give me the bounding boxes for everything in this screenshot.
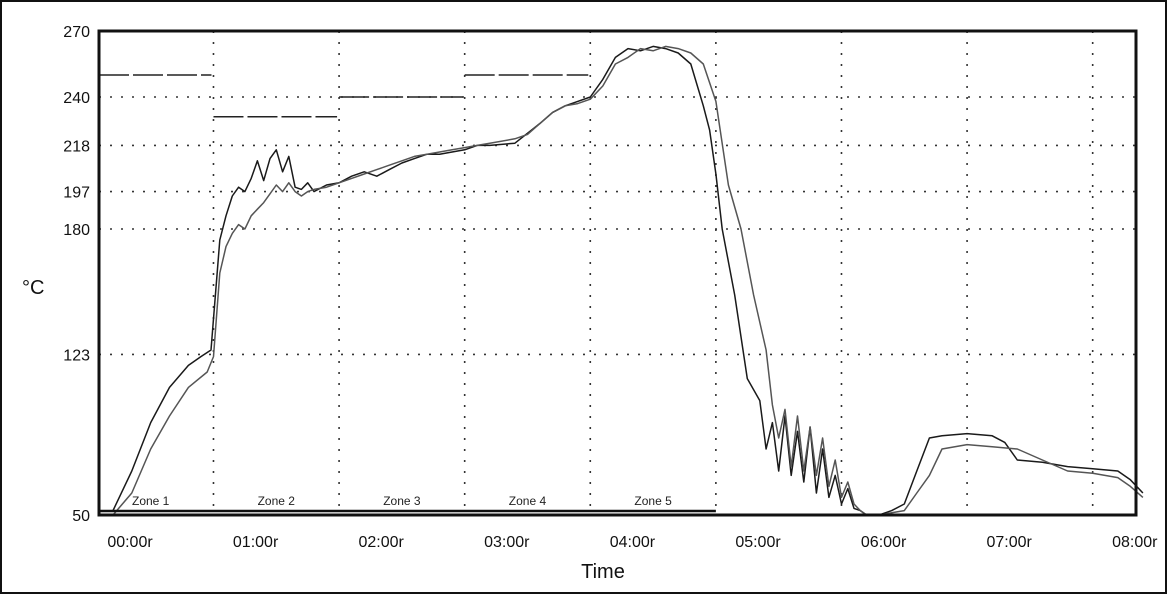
y-axis-label: °C — [22, 277, 44, 299]
zone-label: Zone 2 — [258, 494, 296, 508]
x-tick-label: 08:00r — [1112, 534, 1158, 551]
y-tick-label: 50 — [72, 508, 90, 525]
zone-label: Zone 4 — [509, 494, 547, 508]
y-tick-label: 180 — [63, 222, 90, 239]
zone-bar: Zone 1 Zone 2 Zone 3 Zone 4 Zone 5 — [99, 494, 716, 513]
zone-setpoints — [99, 74, 589, 118]
x-tick-label: 00:00r — [107, 534, 153, 551]
zone-label: Zone 1 — [132, 494, 170, 508]
x-tick-label: 02:00r — [359, 534, 405, 551]
grid — [99, 31, 1136, 515]
x-tick-label: 05:00r — [735, 534, 781, 551]
zone-label: Zone 3 — [383, 494, 421, 508]
x-tick-label: 01:00r — [233, 534, 279, 551]
x-tick-label: 06:00r — [861, 534, 907, 551]
y-tick-label: 218 — [63, 138, 90, 155]
zone-label: Zone 5 — [634, 494, 672, 508]
y-tick-label: 270 — [63, 24, 90, 41]
tick-labels: 50 123 180 197 218 240 270 00:00r 01:00r 02:00r 03… — [63, 24, 1158, 551]
x-tick-label: 03:00r — [484, 534, 530, 551]
y-tick-label: 123 — [63, 347, 90, 364]
y-tick-label: 240 — [63, 90, 90, 107]
plot-border — [97, 29, 1138, 517]
x-tick-label: 04:00r — [610, 534, 656, 551]
x-axis-label: Time — [581, 561, 625, 583]
y-tick-label: 197 — [63, 185, 90, 202]
x-tick-label: 07:00r — [987, 534, 1033, 551]
